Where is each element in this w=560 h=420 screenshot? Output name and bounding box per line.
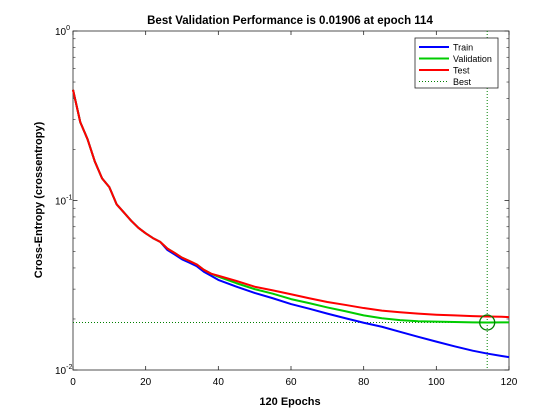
x-tick-label: 80 xyxy=(358,377,370,388)
legend-label-train: Train xyxy=(453,43,473,53)
x-tick-label: 120 xyxy=(501,377,518,388)
x-tick-label: 20 xyxy=(140,377,152,388)
legend-label-test: Test xyxy=(453,66,470,76)
x-axis-label: 120 Epochs xyxy=(259,396,320,408)
x-axis: 0 20 40 60 80 100 120 xyxy=(70,31,518,388)
best-marker-circle xyxy=(479,314,496,331)
chart-title: Best Validation Performance is 0.01906 a… xyxy=(147,15,433,27)
series-line-test xyxy=(72,89,510,319)
y-tick-exponent: 0 xyxy=(66,25,70,32)
legend-label-best: Best xyxy=(453,77,472,87)
x-tick-label: 100 xyxy=(428,377,445,388)
best-marker-layer xyxy=(479,314,496,331)
y-axis-label: Cross-Entropy (crossentropy) xyxy=(33,121,45,278)
x-tick-label: 60 xyxy=(285,377,297,388)
x-tick-label: 40 xyxy=(213,377,225,388)
legend-label-validation: Validation xyxy=(453,54,492,64)
series-layer xyxy=(72,89,510,359)
x-tick-label: 0 xyxy=(70,377,76,388)
y-tick-exponent: -1 xyxy=(66,195,72,202)
y-tick-exponent: -2 xyxy=(66,364,72,371)
